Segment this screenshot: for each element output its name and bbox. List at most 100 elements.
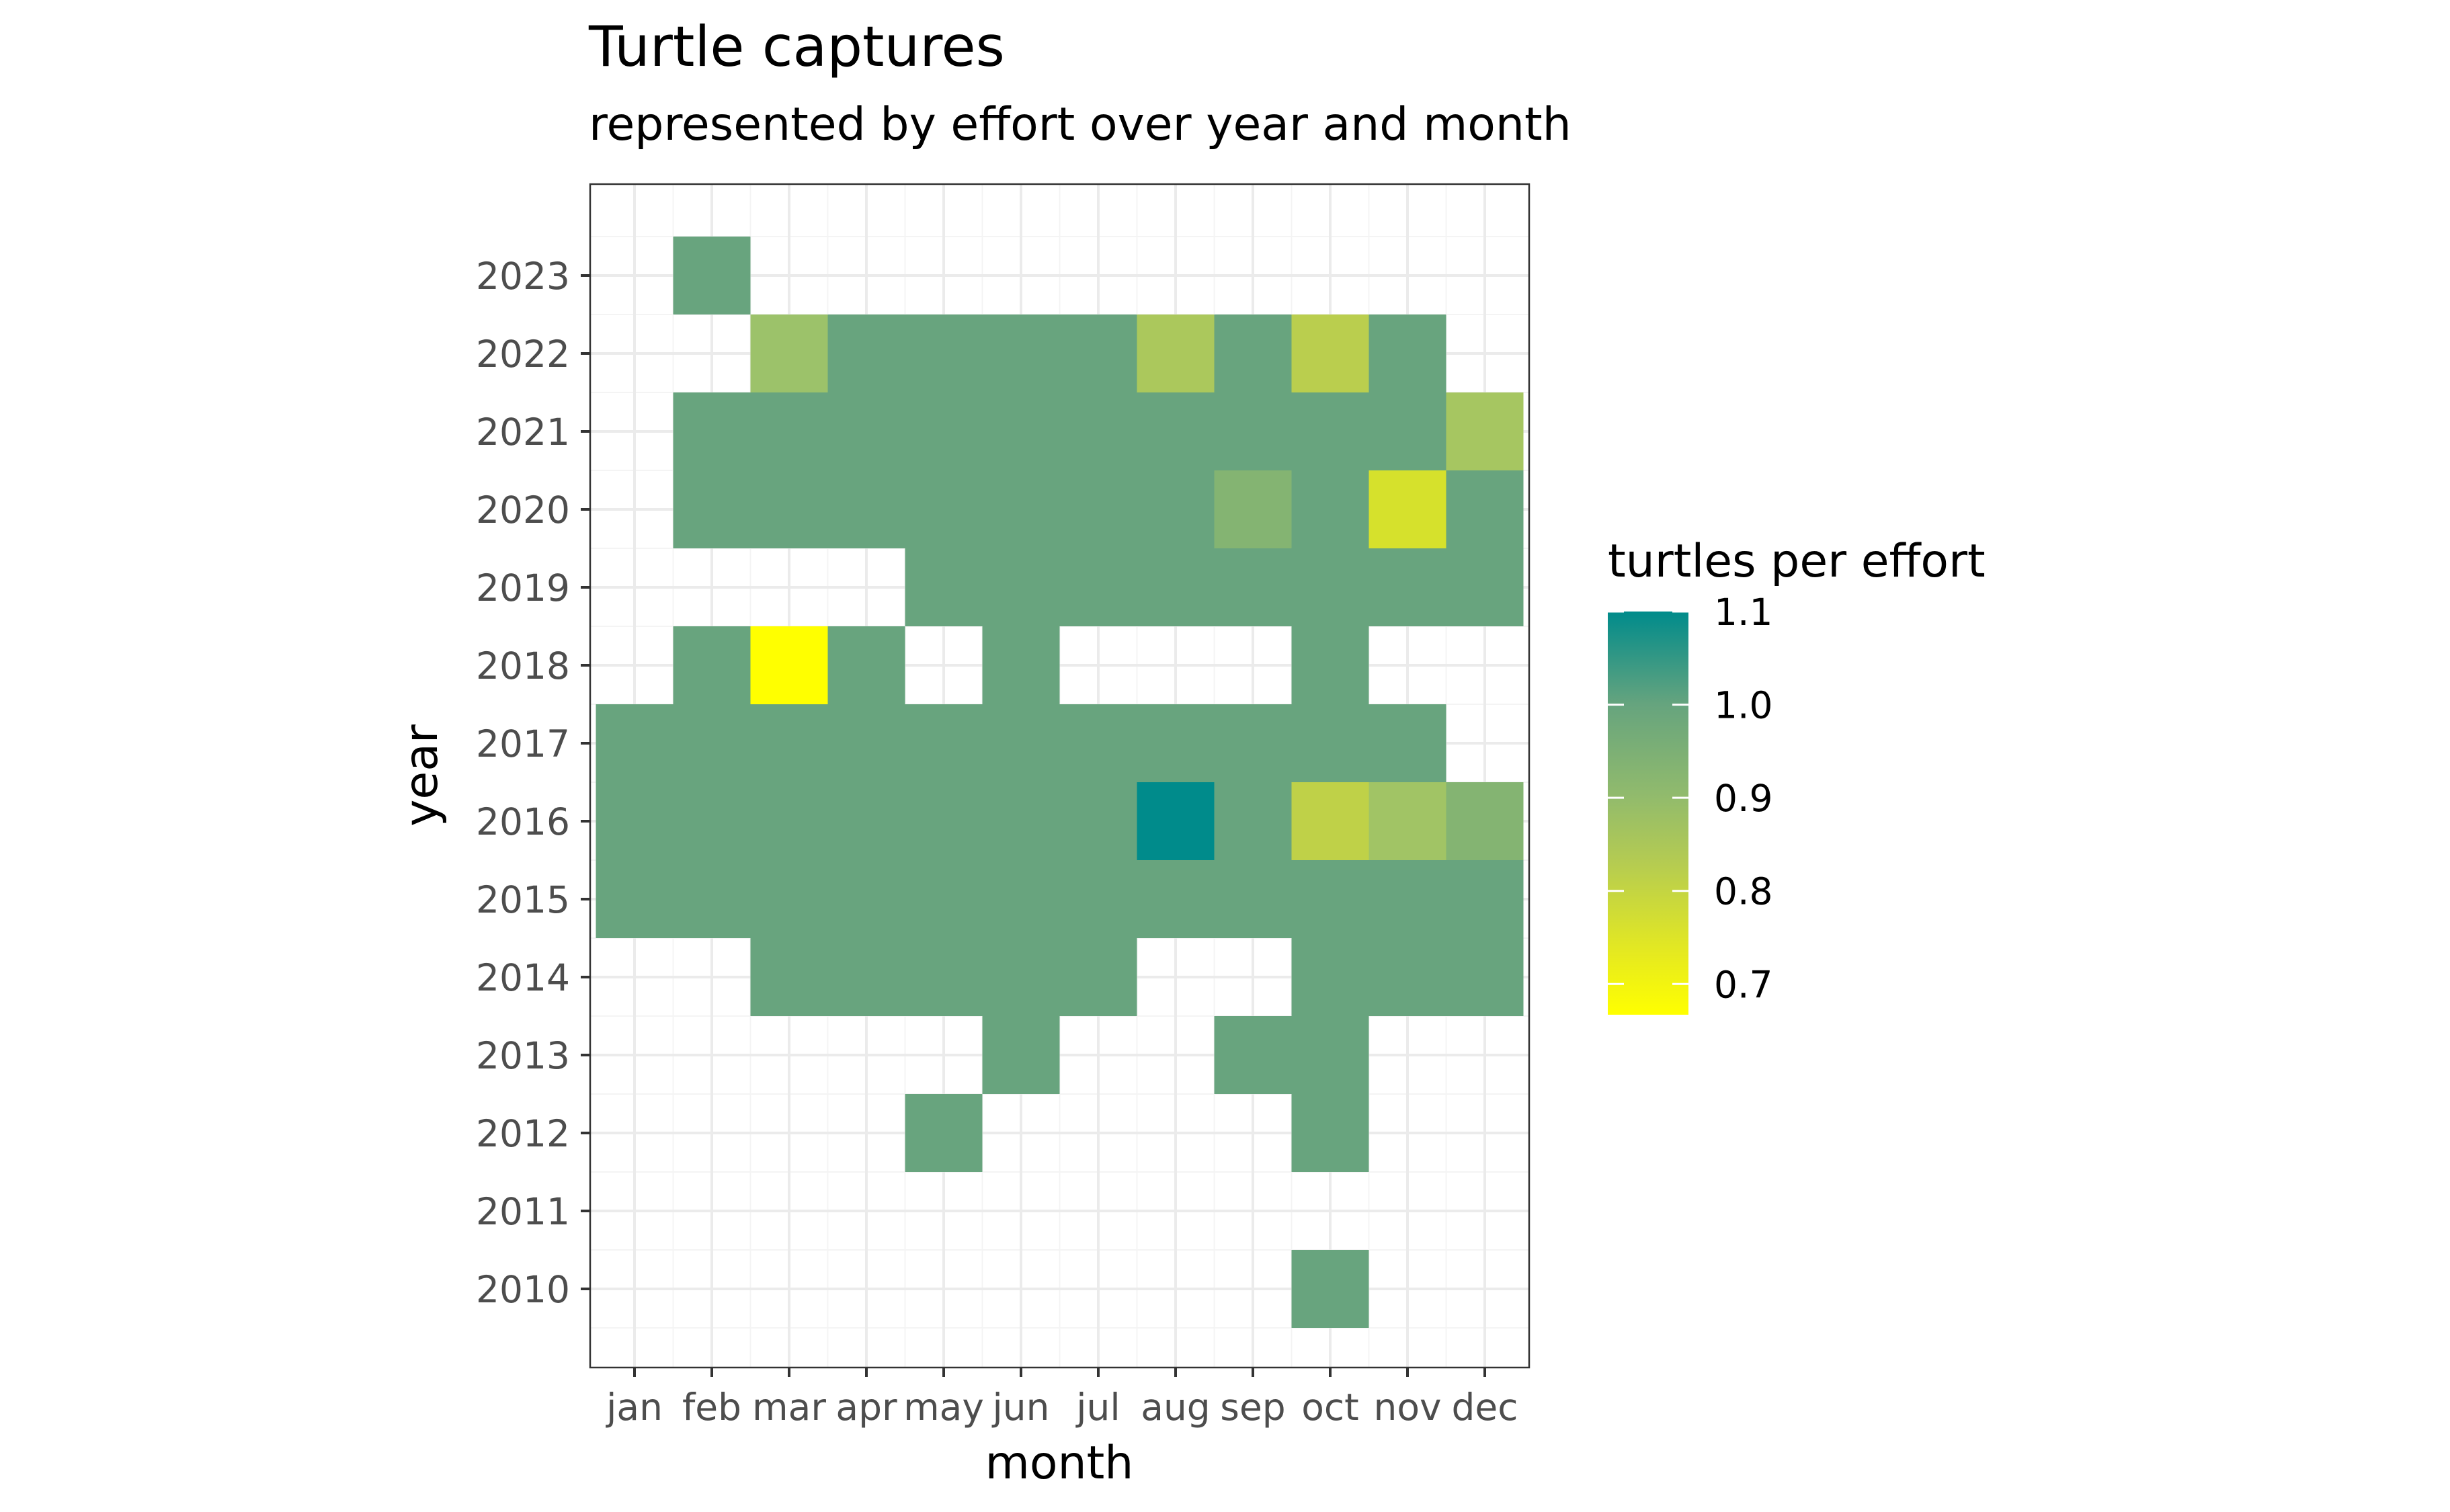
heatmap-cell-2022-jul [1059, 314, 1137, 392]
heatmap-cell-2016-dec [1446, 782, 1524, 860]
heatmap-cell-2020-feb [673, 470, 751, 548]
heatmap-cell-2021-dec [1446, 392, 1524, 470]
heatmap-cells [596, 237, 1524, 1328]
heatmap-cell-2017-mar [750, 704, 828, 782]
heatmap-cell-2014-jul [1059, 938, 1137, 1016]
heatmap-cell-2022-jun [982, 314, 1060, 392]
heatmap-cell-2012-may [905, 1094, 983, 1172]
heatmap-cell-2017-feb [673, 704, 751, 782]
heatmap-cell-2021-sep [1214, 392, 1292, 470]
heatmap-cell-2016-oct [1291, 782, 1369, 860]
x-tick-label: sep [1220, 1386, 1285, 1429]
heatmap-cell-2014-oct [1291, 938, 1369, 1016]
heatmap-cell-2022-may [905, 314, 983, 392]
heatmap-cell-2022-apr [827, 314, 905, 392]
legend-tick-label: 1.0 [1714, 684, 1772, 727]
heatmap-cell-2016-mar [750, 782, 828, 860]
heatmap-cell-2010-oct [1291, 1250, 1369, 1328]
y-tick-label: 2010 [476, 1268, 570, 1311]
heatmap-cell-2021-nov [1369, 392, 1446, 470]
heatmap-cell-2020-sep [1214, 470, 1292, 548]
heatmap-cell-2015-feb [673, 860, 751, 938]
heatmap-cell-2019-jun [982, 548, 1060, 626]
heatmap-cell-2020-jun [982, 470, 1060, 548]
y-tick-label: 2014 [476, 956, 570, 999]
heatmap-cell-2019-may [905, 548, 983, 626]
heatmap-cell-2015-aug [1137, 860, 1215, 938]
heatmap-cell-2016-nov [1369, 782, 1446, 860]
heatmap-cell-2014-apr [827, 938, 905, 1016]
heatmap-cell-2014-nov [1369, 938, 1446, 1016]
heatmap-cell-2017-apr [827, 704, 905, 782]
heatmap-cell-2021-apr [827, 392, 905, 470]
heatmap-cell-2017-nov [1369, 704, 1446, 782]
heatmap-cell-2014-jun [982, 938, 1060, 1016]
x-axis-title: month [985, 1437, 1134, 1490]
y-tick-label: 2012 [476, 1112, 570, 1155]
chart-title: Turtle captures [588, 14, 1005, 79]
heatmap-cell-2016-sep [1214, 782, 1292, 860]
y-tick-label: 2016 [476, 800, 570, 843]
heatmap-cell-2014-dec [1446, 938, 1524, 1016]
heatmap-cell-2019-nov [1369, 548, 1446, 626]
heatmap-cell-2015-apr [827, 860, 905, 938]
heatmap-cell-2023-feb [673, 237, 751, 314]
y-tick-label: 2018 [476, 644, 570, 687]
legend-tick-label: 0.8 [1714, 870, 1772, 913]
legend: turtles per effort 0.7 0.8 0.9 1.0 1.1 [1608, 535, 1986, 1015]
heatmap-cell-2017-jan [596, 704, 673, 782]
legend-ticks: 0.7 0.8 0.9 1.0 1.1 [1608, 591, 1772, 1006]
heatmap-cell-2016-jun [982, 782, 1060, 860]
heatmap-cell-2020-jul [1059, 470, 1137, 548]
panel-border [589, 183, 1530, 1369]
y-tick-label: 2013 [476, 1034, 570, 1077]
heatmap-cell-2017-jul [1059, 704, 1137, 782]
y-tick-label: 2015 [476, 878, 570, 921]
heatmap-cell-2021-oct [1291, 392, 1369, 470]
heatmap-cell-2017-jun [982, 704, 1060, 782]
x-tick-label: jul [1075, 1386, 1120, 1429]
y-axis-title: year [395, 724, 448, 827]
heatmap-cell-2021-mar [750, 392, 828, 470]
heatmap-cell-2017-oct [1291, 704, 1369, 782]
legend-tick-label: 1.1 [1714, 591, 1772, 634]
x-tick-label: dec [1452, 1386, 1518, 1429]
y-tick-label: 2019 [476, 566, 570, 610]
x-tick-label: jun [992, 1386, 1050, 1429]
heatmap-cell-2015-sep [1214, 860, 1292, 938]
heatmap-cell-2015-jan [596, 860, 673, 938]
legend-colorbar [1608, 612, 1688, 1015]
heatmap-cell-2016-aug [1137, 782, 1215, 860]
heatmap-cell-2015-jun [982, 860, 1060, 938]
y-tick-label: 2020 [476, 489, 570, 532]
x-tick-label: jan [606, 1386, 663, 1429]
heatmap-cell-2021-jun [982, 392, 1060, 470]
x-tick-label: may [903, 1386, 984, 1429]
heatmap-cell-2019-jul [1059, 548, 1137, 626]
x-tick-label: aug [1141, 1386, 1210, 1429]
heatmap-cell-2021-jul [1059, 392, 1137, 470]
heatmap-cell-2020-nov [1369, 470, 1446, 548]
heatmap-cell-2016-feb [673, 782, 751, 860]
heatmap-cell-2013-jun [982, 1016, 1060, 1094]
heatmap-cell-2018-feb [673, 626, 751, 704]
heatmap-cell-2015-jul [1059, 860, 1137, 938]
heatmap-cell-2014-may [905, 938, 983, 1016]
heatmap-cell-2021-aug [1137, 392, 1215, 470]
y-tick-label: 2023 [476, 255, 570, 298]
heatmap-cell-2020-oct [1291, 470, 1369, 548]
x-tick-label: feb [682, 1386, 741, 1429]
heatmap-cell-2013-oct [1291, 1016, 1369, 1094]
heatmap-cell-2016-may [905, 782, 983, 860]
heatmap-cell-2022-aug [1137, 314, 1215, 392]
y-axis: 2010 2011 2012 2013 2014 2015 2016 2017 2018 2019… [476, 255, 590, 1311]
heatmap-cell-2020-mar [750, 470, 828, 548]
legend-tick-label: 0.7 [1714, 963, 1772, 1006]
heatmap-cell-2016-jul [1059, 782, 1137, 860]
y-tick-label: 2021 [476, 411, 570, 454]
heatmap-cell-2017-may [905, 704, 983, 782]
heatmap-cell-2014-mar [750, 938, 828, 1016]
x-tick-label: oct [1301, 1386, 1358, 1429]
heatmap-cell-2020-dec [1446, 470, 1524, 548]
y-tick-label: 2011 [476, 1190, 570, 1233]
